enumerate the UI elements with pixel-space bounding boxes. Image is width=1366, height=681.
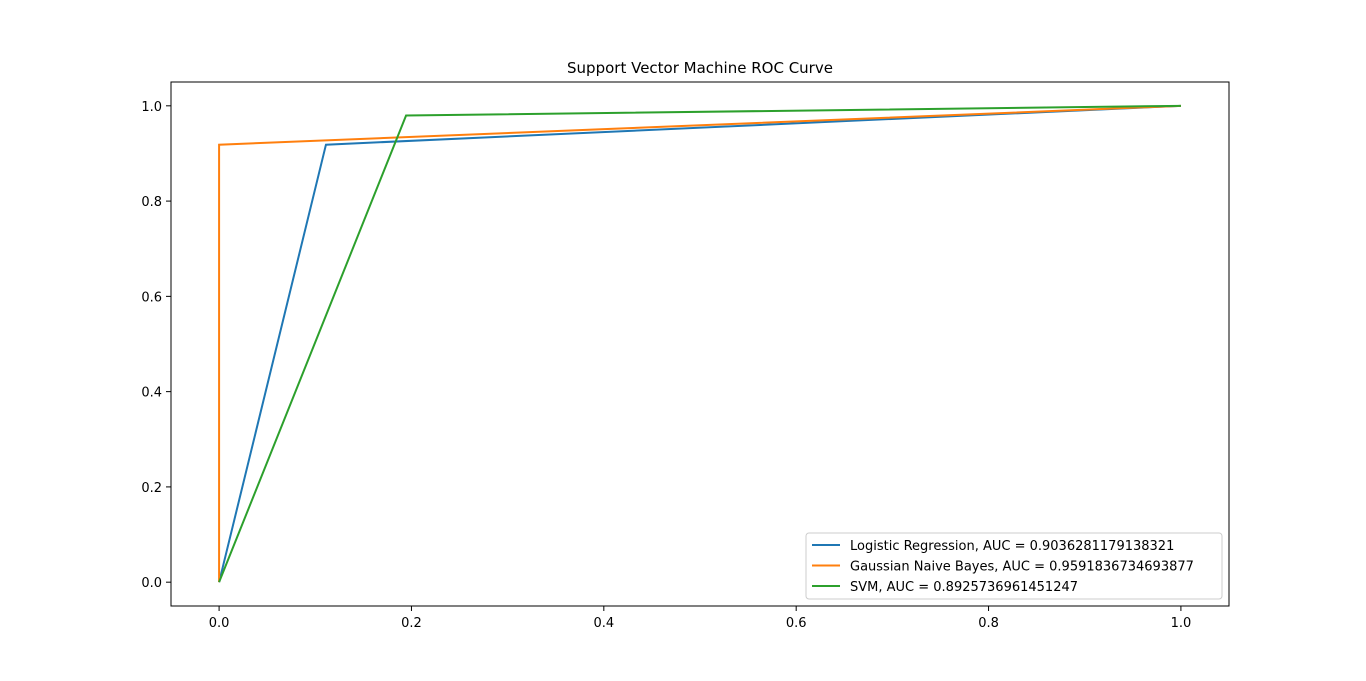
legend-label-0: Logistic Regression, AUC = 0.90362811791… bbox=[850, 539, 1174, 554]
x-tick-label: 0.0 bbox=[209, 616, 230, 631]
legend: Logistic Regression, AUC = 0.90362811791… bbox=[805, 532, 1223, 600]
y-tick-label: 0.2 bbox=[141, 481, 162, 496]
y-tick-label: 0.4 bbox=[141, 386, 162, 401]
series-layer bbox=[218, 104, 1181, 583]
series-line-1 bbox=[218, 104, 1181, 583]
legend-box bbox=[805, 532, 1223, 600]
y-tick-label: 0.0 bbox=[141, 576, 162, 591]
x-tick-label: 0.2 bbox=[401, 616, 422, 631]
x-tick-label: 1.0 bbox=[1171, 616, 1192, 631]
legend-label-2: SVM, AUC = 0.8925736961451247 bbox=[850, 580, 1078, 595]
y-tick-label: 0.8 bbox=[141, 195, 162, 210]
series-line-0 bbox=[218, 104, 1181, 583]
x-tick-label: 0.8 bbox=[978, 616, 999, 631]
axis-layer: 0.0 0.2 0.4 0.6 0.8 1.0 0.0 0.2 0.4 0.6 0.8 1.0 bbox=[141, 100, 1191, 631]
y-tick-label: 0.6 bbox=[141, 290, 162, 305]
y-tick-label: 1.0 bbox=[141, 100, 162, 115]
legend-label-1: Gaussian Naive Bayes, AUC = 0.9591836734… bbox=[850, 560, 1194, 575]
plot-area-frame bbox=[170, 81, 1230, 607]
series-line-2 bbox=[218, 104, 1181, 583]
chart-title: Support Vector Machine ROC Curve bbox=[567, 59, 833, 77]
x-tick-label: 0.4 bbox=[593, 616, 614, 631]
x-tick-label: 0.6 bbox=[786, 616, 807, 631]
